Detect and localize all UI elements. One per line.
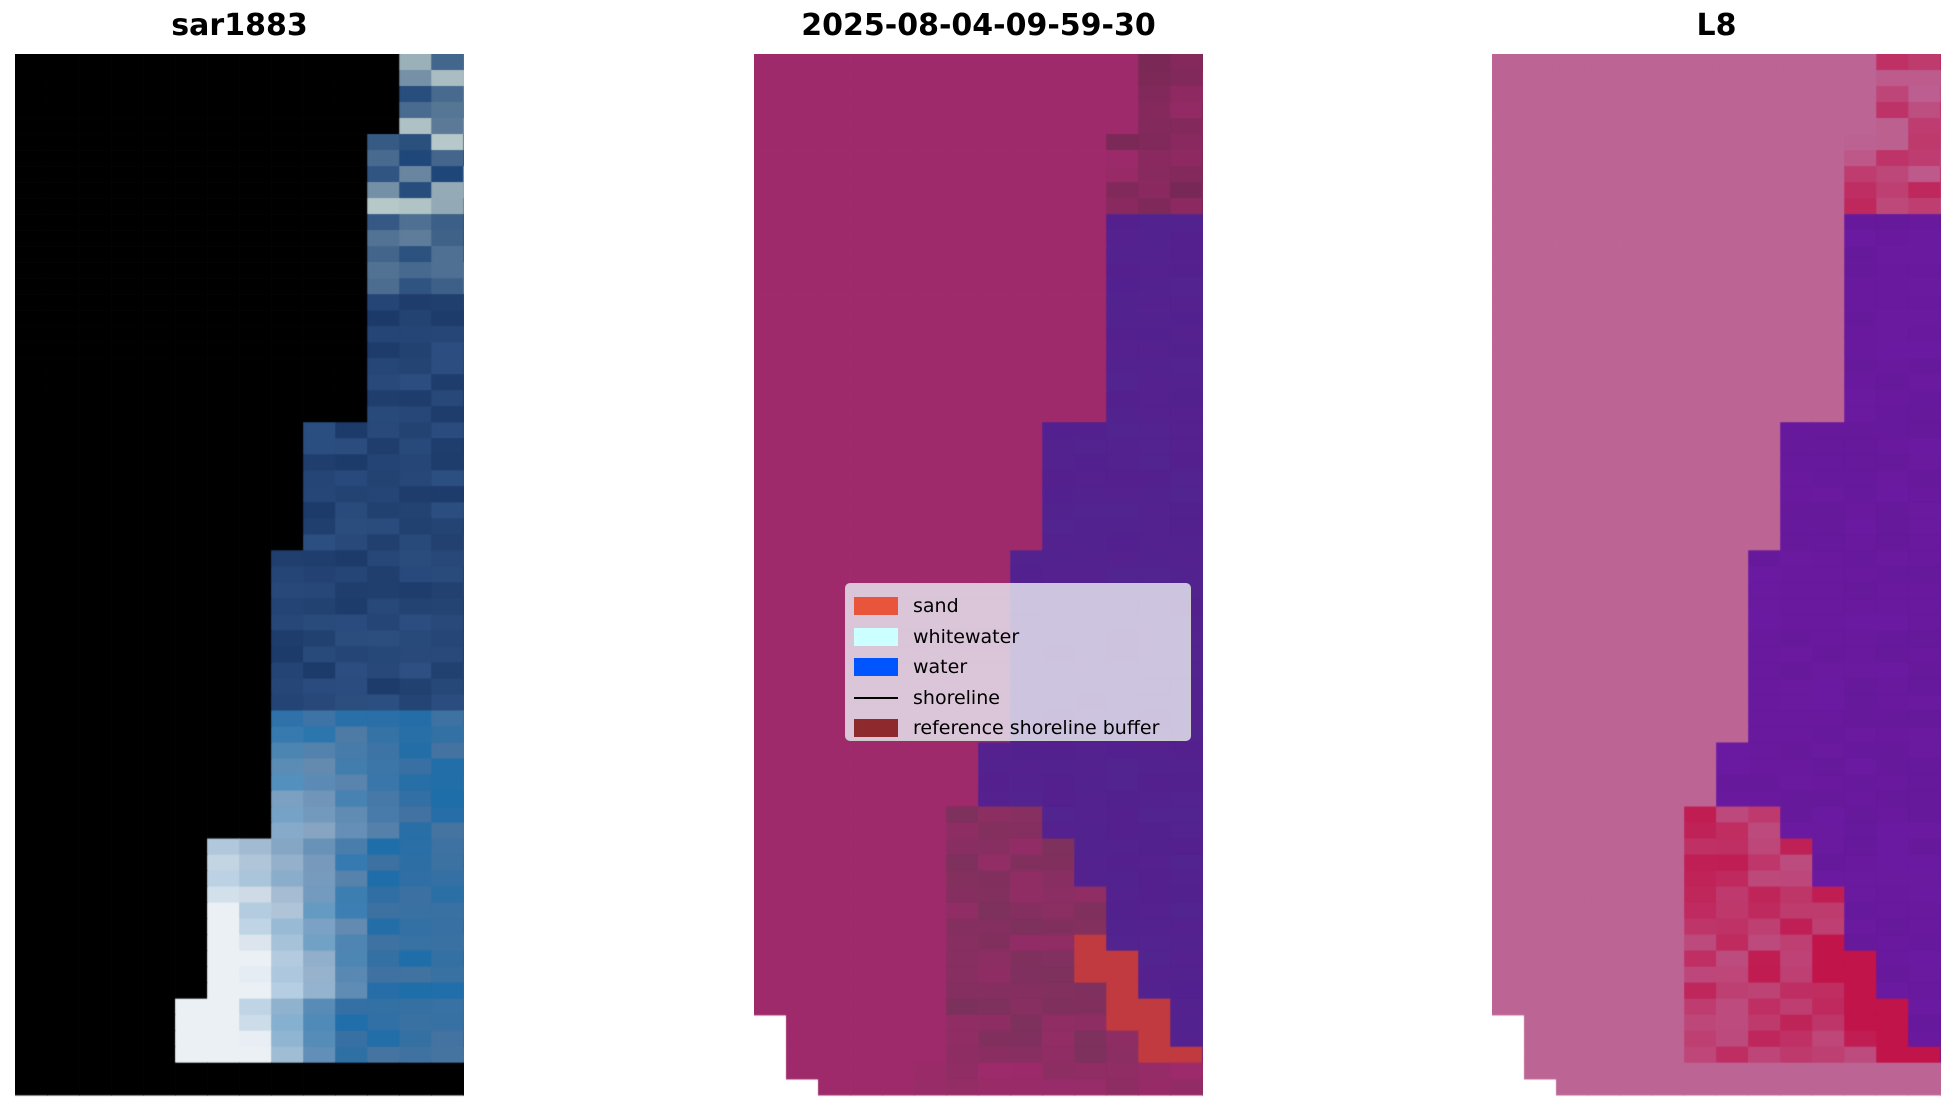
legend-label: water [913, 656, 968, 679]
l8-image-panel [1492, 54, 1941, 1108]
rgb-image-panel [15, 54, 464, 1108]
whitewater-swatch [854, 627, 898, 646]
legend-item-shoreline: shoreline [854, 683, 1190, 714]
legend: sand whitewater water shoreline referenc… [845, 583, 1191, 741]
legend-label: sand [913, 595, 959, 618]
panel-title-l8: L8 [1696, 8, 1737, 43]
legend-label: whitewater [913, 625, 1020, 648]
legend-label: shoreline [913, 686, 1000, 709]
panel-title-rgb: sar1883 [171, 8, 308, 43]
classified-image-panel [754, 54, 1203, 1108]
legend-label: reference shoreline buffer [913, 717, 1160, 740]
sand-swatch [854, 597, 898, 616]
legend-item-reference-buffer: reference shoreline buffer [854, 713, 1190, 744]
water-swatch [854, 658, 898, 677]
legend-item-water: water [854, 652, 1190, 683]
shoreline-line-swatch [854, 696, 898, 699]
panel-title-classified: 2025-08-04-09-59-30 [801, 8, 1156, 43]
reference-buffer-swatch [854, 719, 898, 738]
legend-item-whitewater: whitewater [854, 622, 1190, 653]
legend-item-sand: sand [854, 591, 1190, 622]
